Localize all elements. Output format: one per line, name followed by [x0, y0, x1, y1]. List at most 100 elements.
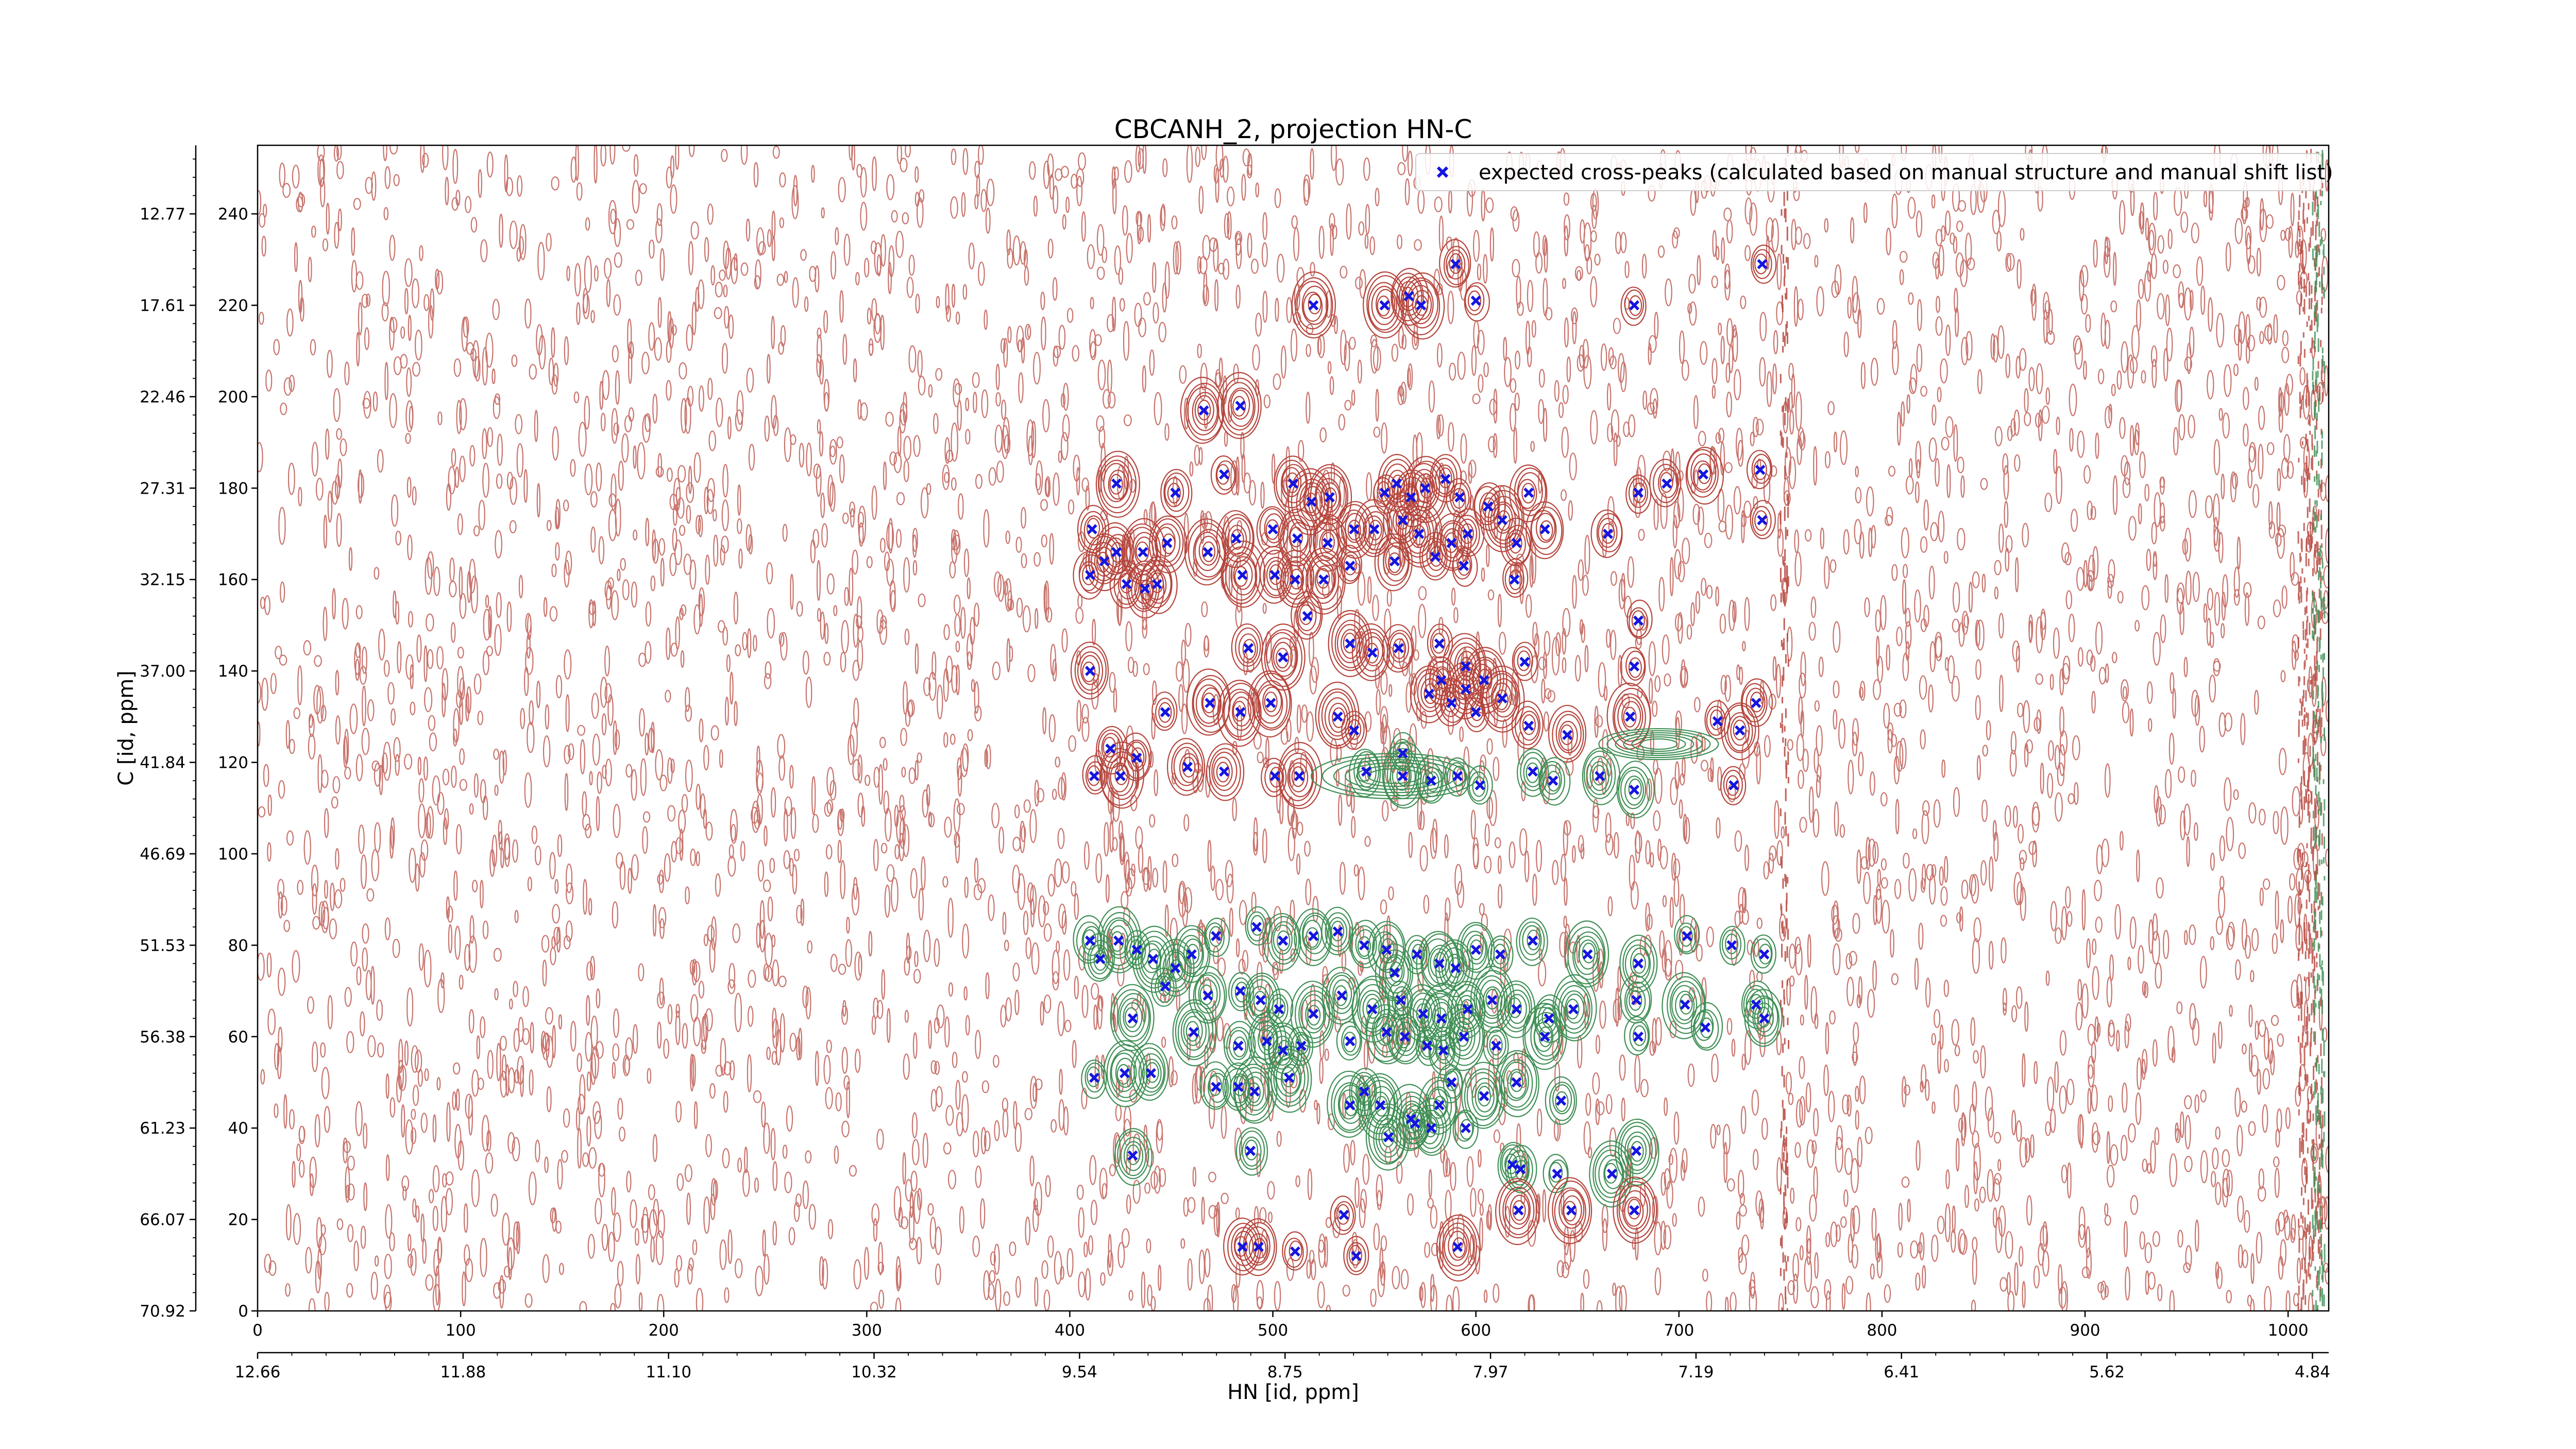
expected-peak-marker	[1367, 647, 1378, 658]
peak-contour	[1358, 1073, 1402, 1140]
peak-contour	[1349, 919, 1382, 969]
peak-contour	[1436, 1214, 1481, 1282]
x-index-tick-label: 700	[1664, 1321, 1694, 1340]
expected-peak-marker	[1434, 958, 1445, 969]
y-ppm-tick-label: 70.92	[140, 1302, 185, 1321]
expected-peak-marker	[1633, 487, 1643, 498]
expected-peak-marker	[1631, 1145, 1642, 1156]
peak-contour	[1081, 1059, 1107, 1099]
peak-contour	[1615, 1118, 1659, 1186]
peak-contour	[1495, 1050, 1539, 1118]
expected-peak-marker	[1539, 1031, 1550, 1042]
peak-contour	[1403, 935, 1430, 974]
expected-peak-marker	[1253, 1241, 1264, 1252]
peak-contour	[1483, 1026, 1509, 1066]
peak-contour	[1221, 541, 1266, 608]
x-ppm-tick-label: 7.97	[1473, 1363, 1509, 1381]
expected-peak-marker	[1511, 537, 1522, 548]
expected-peak-marker	[1446, 537, 1457, 548]
expected-peak-marker	[1392, 478, 1402, 489]
expected-peak-marker	[1186, 949, 1197, 960]
expected-peak-marker	[1556, 1096, 1567, 1106]
peak-contour	[1552, 974, 1597, 1041]
expected-peak-marker	[1278, 1045, 1289, 1056]
expected-peak-marker	[1487, 995, 1498, 1005]
peak-contour	[1114, 1128, 1153, 1186]
expected-peak-marker	[1359, 1086, 1369, 1097]
peak-contour	[1502, 558, 1529, 598]
expected-peak-marker	[1735, 725, 1745, 736]
peak-contour	[1548, 704, 1587, 763]
expected-peak-marker	[1509, 574, 1520, 585]
y-index-axis: 0 20 40 60 80 100 120 140 160 180 200 220 240	[218, 205, 258, 1321]
contour-layer-peaks	[1070, 239, 1783, 1282]
x-index-tick-label: 800	[1867, 1321, 1897, 1340]
expected-peak-marker	[1497, 515, 1507, 526]
peak-contour	[1228, 972, 1255, 1012]
expected-peak-marker	[1235, 707, 1246, 717]
expected-peak-marker	[1420, 483, 1431, 494]
expected-peak-marker	[1351, 1251, 1362, 1261]
expected-peak-marker	[1267, 524, 1278, 535]
expected-peak-marker	[1405, 492, 1416, 502]
peak-contour	[1365, 1103, 1411, 1171]
expected-peak-marker	[1170, 487, 1181, 498]
peak-contour	[1267, 1046, 1312, 1113]
green-ridge	[1310, 728, 1719, 800]
peak-contour	[1505, 1144, 1537, 1193]
streak-artifact	[1780, 145, 1790, 1311]
expected-peak-marker	[1389, 967, 1400, 978]
peak-contour	[1626, 599, 1653, 639]
x-ppm-tick-label: 7.19	[1678, 1363, 1714, 1381]
expected-peak-marker	[1757, 515, 1768, 526]
expected-peak-marker	[1237, 1241, 1248, 1252]
expected-peak-marker	[1389, 556, 1400, 567]
y-index-tick-label: 140	[218, 662, 248, 681]
expected-peak-marker	[1202, 547, 1213, 558]
expected-peak-marker	[1399, 1031, 1410, 1042]
peak-contour	[1351, 623, 1391, 681]
expected-peak-marker	[1403, 291, 1414, 301]
y-ppm-tick-label: 51.53	[140, 936, 185, 955]
expected-peak-marker	[1459, 561, 1469, 571]
expected-peak-marker	[1111, 478, 1122, 489]
expected-peak-marker	[1294, 771, 1304, 782]
expected-peak-marker	[1349, 524, 1360, 535]
peak-contour	[1437, 1064, 1463, 1104]
expected-peak-marker	[1712, 716, 1723, 727]
peak-contour	[1616, 761, 1655, 819]
expected-peak-marker	[1552, 1168, 1563, 1179]
expected-peak-marker	[1454, 492, 1465, 502]
y-ppm-tick-label: 37.00	[140, 662, 185, 681]
expected-peak-marker	[1633, 958, 1643, 969]
expected-peak-marker	[1759, 949, 1770, 960]
expected-peak-marker	[1274, 1004, 1284, 1015]
expected-peak-marker	[1255, 995, 1266, 1005]
x-ppm-tick-label: 8.75	[1267, 1363, 1303, 1381]
peak-contour	[1278, 742, 1323, 810]
expected-peak-marker	[1759, 1013, 1770, 1024]
peak-contour	[1291, 271, 1336, 339]
expected-peak-marker	[1182, 762, 1193, 772]
peak-contour	[1282, 1231, 1308, 1271]
peak-contour	[1235, 1127, 1268, 1176]
expected-peak-marker	[1233, 1082, 1244, 1092]
peak-contour	[1517, 748, 1549, 797]
expected-peak-marker	[1450, 963, 1461, 973]
expected-peak-marker	[1087, 524, 1097, 535]
y-index-tick-label: 20	[228, 1211, 248, 1229]
legend-label: expected cross-peaks (calculated based o…	[1479, 161, 2333, 184]
expected-peak-marker	[1470, 295, 1481, 306]
expected-peak-marker	[1698, 469, 1709, 480]
expected-peak-marker	[1278, 652, 1289, 663]
y-ppm-tick-label: 61.23	[140, 1119, 185, 1138]
x-index-tick-label: 200	[649, 1321, 679, 1340]
expected-peak-marker	[1162, 537, 1173, 548]
y-index-tick-label: 160	[218, 571, 248, 589]
expected-peak-marker	[1548, 776, 1558, 786]
peak-contour	[1435, 939, 1473, 998]
expected-peak-marker	[1231, 533, 1242, 544]
peak-contour	[1095, 450, 1140, 518]
expected-peak-marker	[1292, 533, 1302, 544]
peak-contour	[1746, 450, 1773, 490]
